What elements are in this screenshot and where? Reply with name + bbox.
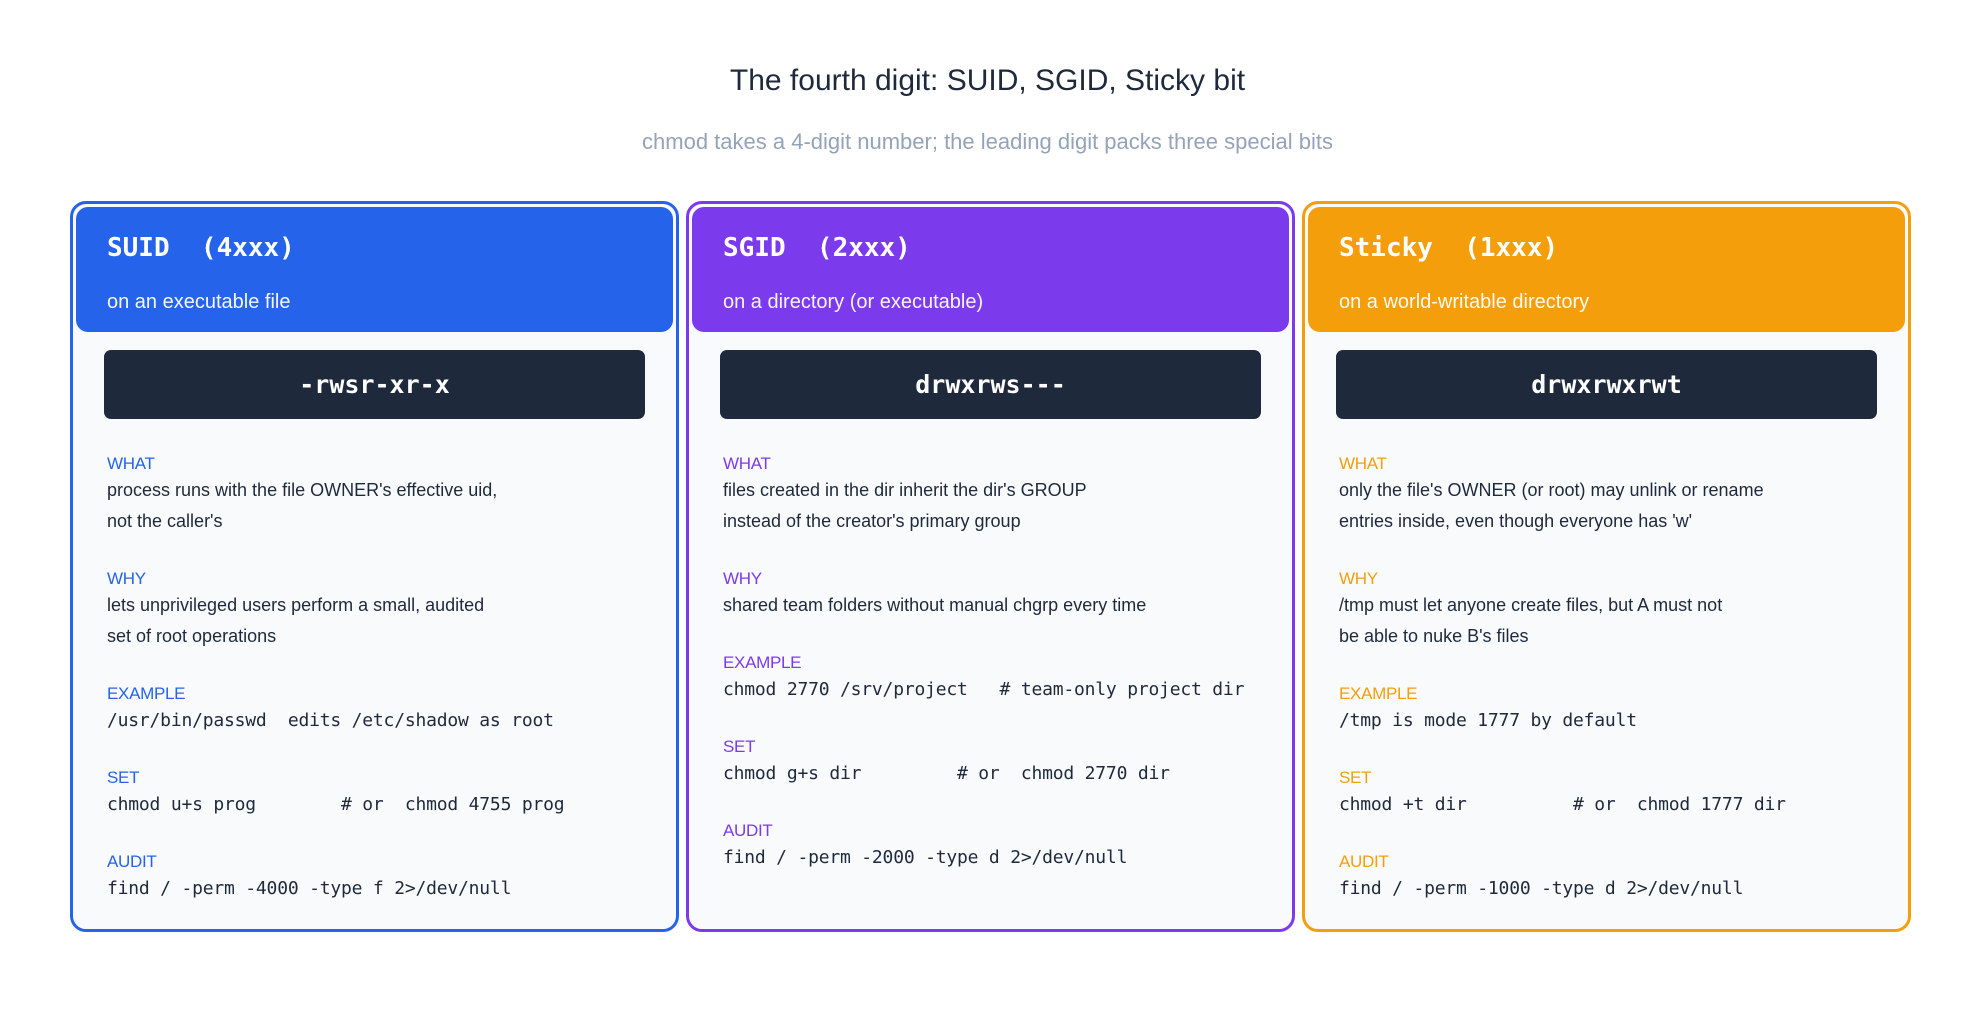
section-what: WHAT process runs with the file OWNER's … (107, 453, 656, 537)
section-text: only the file's OWNER (or root) may unli… (1339, 480, 1764, 500)
section-text: instead of the creator's primary group (723, 511, 1021, 531)
section-label: AUDIT (107, 852, 157, 871)
section-set: SET chmod +t dir # or chmod 1777 dir (1339, 767, 1888, 820)
section-example: EXAMPLE /tmp is mode 1777 by default (1339, 683, 1888, 736)
card-header: SUID (4xxx) on an executable file (76, 207, 673, 332)
section-audit: AUDIT find / -perm -2000 -type d 2>/dev/… (723, 820, 1272, 873)
section-what: WHAT files created in the dir inherit th… (723, 453, 1272, 537)
section-example: EXAMPLE /usr/bin/passwd edits /etc/shado… (107, 683, 656, 736)
section-text: set of root operations (107, 626, 277, 646)
page-title: The fourth digit: SUID, SGID, Sticky bit (729, 64, 1246, 97)
card-subtitle: on an executable file (107, 291, 291, 313)
card-subtitle: on a directory (or executable) (723, 291, 984, 313)
section-audit: AUDIT find / -perm -1000 -type d 2>/dev/… (1339, 851, 1888, 904)
section-label: EXAMPLE (723, 653, 802, 672)
section-label: AUDIT (1339, 852, 1389, 871)
section-text: shared team folders without manual chgrp… (723, 595, 1147, 615)
card-suid: SUID (4xxx) on an executable file -rwsr-… (70, 201, 679, 932)
card-title: SUID (4xxx) (107, 233, 295, 263)
section-why: WHY /tmp must let anyone create files, b… (1339, 568, 1888, 652)
section-label: WHY (107, 569, 146, 588)
section-why: WHY lets unprivileged users perform a sm… (107, 568, 656, 652)
section-code: /usr/bin/passwd edits /etc/shadow as roo… (107, 710, 554, 731)
section-text: entries inside, even though everyone has… (1339, 511, 1693, 531)
section-example: EXAMPLE chmod 2770 /srv/project # team-o… (723, 652, 1272, 705)
card-title: Sticky (1xxx) (1339, 233, 1559, 263)
section-audit: AUDIT find / -perm -4000 -type f 2>/dev/… (107, 851, 656, 904)
section-label: SET (1339, 768, 1372, 787)
card-sgid: SGID (2xxx) on a directory (or executabl… (686, 201, 1295, 932)
section-label: SET (723, 737, 756, 756)
card-header: SGID (2xxx) on a directory (or executabl… (692, 207, 1289, 332)
section-label: WHY (723, 569, 762, 588)
card-sections: WHAT files created in the dir inherit th… (723, 453, 1272, 904)
section-text: not the caller's (107, 511, 223, 531)
section-code: chmod g+s dir # or chmod 2770 dir (723, 763, 1170, 784)
section-code: /tmp is mode 1777 by default (1339, 710, 1637, 731)
section-label: SET (107, 768, 140, 787)
section-label: WHY (1339, 569, 1378, 588)
section-text: /tmp must let anyone create files, but A… (1339, 595, 1723, 615)
page-subtitle: chmod takes a 4-digit number; the leadin… (642, 129, 1333, 154)
section-text: be able to nuke B's files (1339, 626, 1529, 646)
section-label: WHAT (1339, 454, 1387, 473)
section-code: find / -perm -4000 -type f 2>/dev/null (107, 878, 512, 899)
section-set: SET chmod u+s prog # or chmod 4755 prog (107, 767, 656, 820)
section-label: WHAT (107, 454, 155, 473)
card-sticky: Sticky (1xxx) on a world-writable direct… (1302, 201, 1911, 932)
card-sections: WHAT only the file's OWNER (or root) may… (1339, 453, 1888, 929)
card-sections: WHAT process runs with the file OWNER's … (107, 453, 656, 929)
section-label: WHAT (723, 454, 771, 473)
card-subtitle: on a world-writable directory (1339, 291, 1590, 313)
permission-string: drwxrwxrwt (1336, 350, 1877, 419)
section-why: WHY shared team folders without manual c… (723, 568, 1272, 621)
section-code: find / -perm -2000 -type d 2>/dev/null (723, 847, 1128, 868)
section-label: AUDIT (723, 821, 773, 840)
section-code: chmod 2770 /srv/project # team-only proj… (723, 679, 1245, 700)
permission-string: -rwsr-xr-x (104, 350, 645, 419)
section-code: find / -perm -1000 -type d 2>/dev/null (1339, 878, 1744, 899)
section-text: process runs with the file OWNER's effec… (107, 480, 498, 500)
card-header: Sticky (1xxx) on a world-writable direct… (1308, 207, 1905, 332)
permission-string: drwxrws--- (720, 350, 1261, 419)
section-what: WHAT only the file's OWNER (or root) may… (1339, 453, 1888, 537)
section-label: EXAMPLE (107, 684, 186, 703)
section-label: EXAMPLE (1339, 684, 1418, 703)
section-text: files created in the dir inherit the dir… (723, 480, 1087, 500)
section-code: chmod u+s prog # or chmod 4755 prog (107, 794, 565, 815)
section-code: chmod +t dir # or chmod 1777 dir (1339, 794, 1786, 815)
card-title: SGID (2xxx) (723, 233, 911, 263)
section-set: SET chmod g+s dir # or chmod 2770 dir (723, 736, 1272, 789)
section-text: lets unprivileged users perform a small,… (107, 595, 485, 615)
